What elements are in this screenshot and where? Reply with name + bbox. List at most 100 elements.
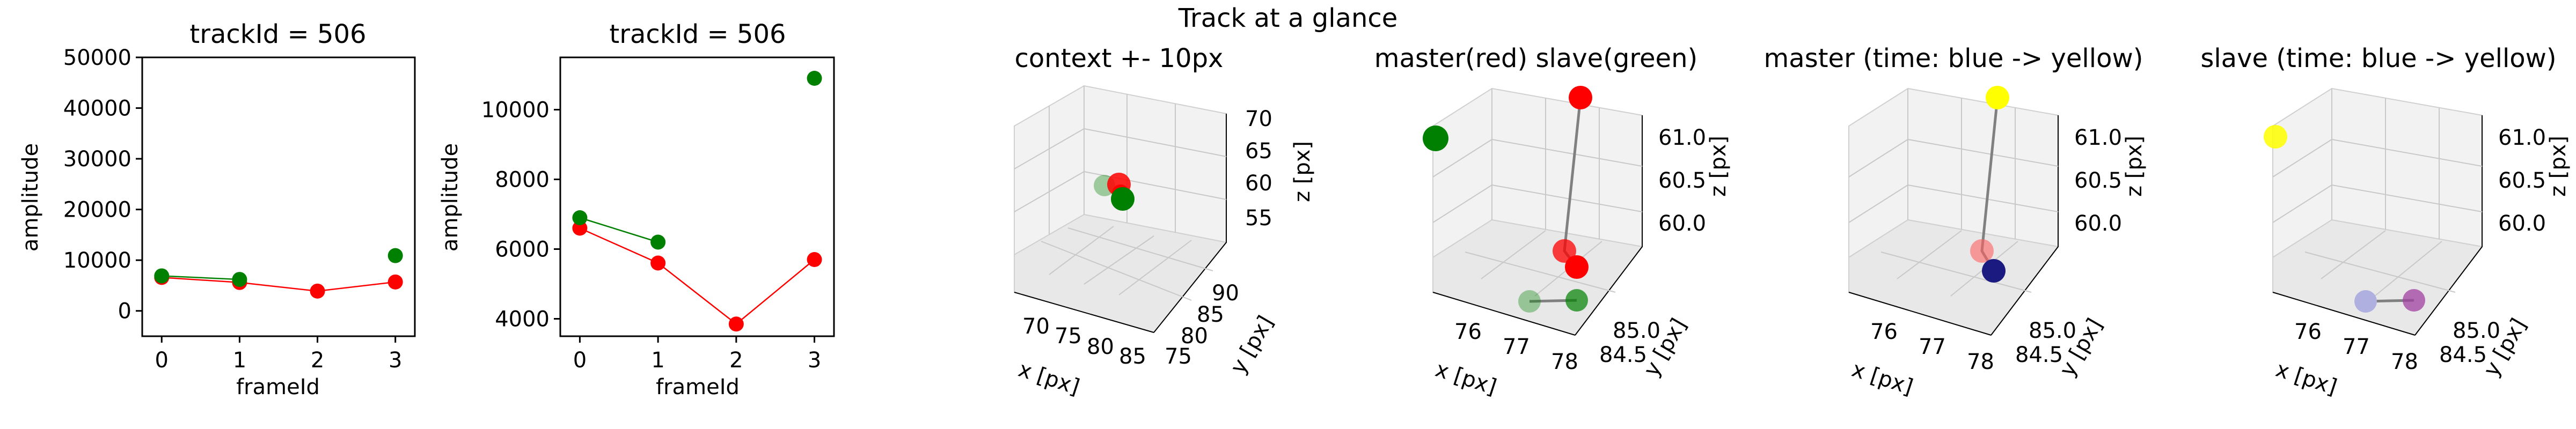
chart4-markers	[1423, 86, 1592, 313]
chart6-markers	[2264, 125, 2425, 313]
context-3d-plot: context +- 10px 70	[1014, 43, 1315, 400]
chart3-xtick: 85	[1119, 344, 1146, 369]
chart3-ztick: 65	[1245, 139, 1272, 164]
chart6-point-early	[2354, 290, 2377, 313]
series-point	[387, 248, 403, 263]
series-point	[728, 316, 744, 332]
chart6-ytick: 85.0	[2453, 319, 2500, 343]
chart5-ytick: 84.5	[2015, 343, 2063, 367]
slave-time-3d-plot: slave (time: blue -> yellow) 76 77	[2200, 43, 2571, 400]
series-line	[580, 217, 658, 243]
chart4-xtick: 77	[1503, 335, 1530, 359]
chart6-xtick: 77	[2343, 335, 2370, 359]
chart3-markers	[1094, 173, 1135, 211]
chart3-title: context +- 10px	[1015, 43, 1224, 73]
chart1-xlabel: frameId	[236, 375, 320, 400]
chart3-ztick: 70	[1245, 107, 1272, 131]
chart4-xticks: 76 77 78	[1454, 320, 1578, 374]
chart6-ztick: 60.0	[2498, 211, 2546, 236]
xtick-label: 0	[155, 348, 169, 373]
chart4-point-master	[1565, 255, 1589, 279]
chart6-ztick: 60.5	[2498, 168, 2546, 193]
chart4-xtick: 78	[1551, 350, 1578, 374]
chart4-3d-box	[1432, 87, 1643, 336]
ytick-label: 4000	[495, 307, 550, 332]
series-point	[807, 71, 822, 86]
chart4-yticks: 84.5 85.0	[1599, 319, 1660, 367]
chart6-xtick: 76	[2294, 320, 2322, 344]
series-point	[154, 268, 170, 284]
chart6-ytick: 84.5	[2439, 343, 2487, 367]
chart3-3d-box	[1014, 85, 1227, 334]
xtick-label: 2	[311, 348, 324, 373]
chart6-zlabel: z [px]	[2546, 136, 2571, 197]
chart4-ztick: 60.0	[1658, 211, 1706, 236]
chart2-plot-frame	[559, 56, 835, 337]
chart4-point-slave	[1565, 289, 1588, 312]
chart1-ylabel: amplitude	[18, 143, 43, 252]
chart5-point-mid	[1970, 239, 1994, 263]
chart4-ytick: 85.0	[1613, 319, 1660, 343]
chart3-zticks: 55 60 65 70	[1245, 107, 1272, 231]
chart5-zlabel: z [px]	[2122, 136, 2147, 197]
chart1-plot-frame	[141, 56, 416, 337]
amplitude-chart-2: trackId = 506 4000 6000 8000 10000 0 1 2 3 fra…	[438, 19, 835, 400]
chart6-yticks: 84.5 85.0	[2439, 319, 2500, 367]
figure-suptitle: Track at a glance	[1178, 3, 1398, 33]
ytick-label: 8000	[495, 168, 550, 193]
chart3-ylabel: y [px]	[1226, 312, 1278, 378]
chart3-ztick: 60	[1245, 171, 1272, 196]
chart3-xticks: 70 75 80 85	[1022, 314, 1146, 369]
chart5-zticks: 60.0 60.5 61.0	[2074, 125, 2122, 236]
chart4-point-slave-faded	[1518, 290, 1541, 313]
series-line	[162, 275, 240, 280]
ytick-label: 10000	[481, 98, 550, 123]
chart5-xtick: 76	[1870, 320, 1898, 344]
chart5-point-early	[1982, 259, 2006, 283]
chart3-ytick: 80	[1181, 324, 1208, 349]
series-point	[807, 252, 822, 267]
chart6-ztick: 61.0	[2498, 125, 2546, 150]
ytick-label: 20000	[63, 198, 131, 223]
chart2-title: trackId = 506	[609, 19, 786, 49]
chart4-xlabel: x [px]	[1432, 357, 1499, 400]
chart5-ztick: 60.0	[2074, 211, 2122, 236]
series-point	[232, 272, 247, 287]
ytick-label: 10000	[63, 248, 131, 273]
ytick-label: 0	[118, 299, 131, 324]
chart6-3d-box	[2272, 87, 2483, 336]
xtick-label: 1	[651, 348, 664, 373]
chart6-point-mid	[2403, 289, 2425, 312]
master-time-3d-plot: master (time: blue -> yellow) 76 77	[1764, 43, 2147, 400]
series-line	[162, 277, 396, 292]
chart2-ylabel: amplitude	[438, 143, 463, 252]
xtick-label: 0	[573, 348, 587, 373]
chart5-ztick: 61.0	[2074, 125, 2122, 150]
chart6-xtick: 78	[2391, 350, 2418, 374]
chart5-xtick: 78	[1967, 350, 1994, 374]
series-point	[650, 234, 666, 250]
series-point	[572, 220, 588, 236]
chart3-yticks: 75 80 85 90	[1165, 281, 1239, 369]
chart6-xlabel: x [px]	[2273, 357, 2340, 400]
chart5-point-late	[1986, 86, 2009, 109]
series-line	[579, 227, 815, 325]
chart4-zlabel: z [px]	[1706, 136, 1731, 197]
chart4-point-master	[1569, 86, 1592, 109]
chart3-xtick: 75	[1055, 324, 1082, 349]
ytick-label: 30000	[63, 147, 131, 172]
xtick-label: 1	[233, 348, 246, 373]
chart4-title: master(red) slave(green)	[1374, 43, 1697, 73]
series-point	[572, 210, 588, 225]
chart5-markers	[1970, 86, 2009, 283]
chart3-ztick: 55	[1245, 206, 1272, 231]
chart1-title: trackId = 506	[189, 19, 366, 49]
chart6-point-late	[2264, 125, 2287, 149]
ytick-label: 6000	[495, 238, 550, 262]
chart5-xtick: 77	[1919, 335, 1946, 359]
chart5-ytick: 85.0	[2029, 319, 2076, 343]
chart4-ytick: 84.5	[1599, 343, 1647, 367]
chart3-xtick: 70	[1022, 314, 1050, 339]
chart5-xlabel: x [px]	[1849, 357, 1916, 400]
